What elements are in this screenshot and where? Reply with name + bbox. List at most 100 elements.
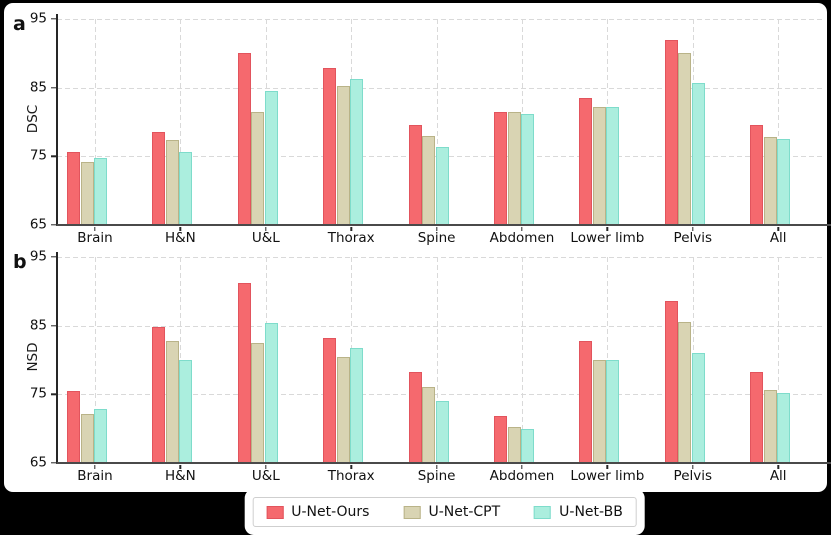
v-gridline [436, 257, 438, 463]
bar-u-net-cpt [251, 112, 265, 225]
bar-u-net-ours [494, 416, 507, 463]
bar-u-net-bb [94, 157, 107, 225]
v-gridline [778, 257, 780, 463]
x-axis-spine [56, 461, 831, 464]
x-tick-mark [350, 227, 352, 231]
figure-canvas: a DSC 65 75 85 95 Brain H&N U&L Thorax Spine Abdo… [4, 3, 831, 492]
bar-u-net-bb [264, 91, 278, 225]
bar-u-net-ours [152, 327, 166, 463]
x-tick-mark [521, 465, 523, 469]
bar-u-net-ours [237, 52, 251, 225]
bar-u-net-bb [521, 114, 534, 225]
y-tick-label: 65 [29, 454, 47, 471]
bar-u-net-ours [750, 124, 764, 225]
y-tick-label: 75 [29, 385, 47, 402]
bar-u-net-cpt [251, 342, 265, 463]
bar-u-net-bb [350, 348, 364, 463]
bar-u-net-cpt [678, 53, 692, 225]
plot-area: 65 75 85 95 Brain H&N U&L Thorax Spine Abdomen Low… [30, 12, 831, 245]
panel-label-a: a [13, 13, 26, 35]
bar-u-net-cpt [507, 426, 521, 463]
bar-u-net-bb [691, 353, 705, 463]
y-tick-mark [51, 324, 57, 327]
x-tick-label: Abdomen [489, 468, 555, 484]
x-tick-label: Pelvis [673, 230, 713, 246]
legend-item-unet-bb: U-Net-BB [534, 504, 623, 520]
x-tick-label: Abdomen [489, 230, 555, 246]
bar-u-net-ours [579, 341, 593, 463]
bar-u-net-ours [750, 371, 764, 463]
bar-u-net-ours [664, 300, 678, 463]
y-tick-mark [51, 462, 57, 464]
x-tick-label: Thorax [327, 468, 375, 484]
x-tick-label: H&N [165, 468, 196, 484]
bar-u-net-cpt [80, 161, 94, 225]
bar-u-net-ours [323, 338, 337, 463]
bar-u-net-ours [67, 390, 80, 463]
y-tick-mark [51, 224, 57, 226]
v-gridline [95, 257, 96, 463]
y-tick-label: 85 [29, 78, 47, 95]
legend-label-ours: U-Net-Ours [291, 504, 370, 520]
y-axis-spine [56, 14, 58, 226]
x-tick-mark [350, 465, 352, 469]
bar-u-net-ours [494, 111, 507, 225]
y-tick-mark [51, 256, 57, 258]
bar-u-net-bb [179, 360, 193, 463]
v-gridline [95, 19, 96, 225]
x-tick-label: Brain [77, 230, 113, 246]
y-tick-label: 65 [29, 216, 47, 233]
bar-u-net-ours [408, 124, 422, 225]
x-tick-mark [521, 227, 523, 231]
x-tick-mark [692, 227, 694, 231]
h-gridline [57, 325, 822, 327]
bar-u-net-bb [435, 401, 449, 463]
h-gridline [57, 394, 822, 396]
x-tick-mark [777, 465, 779, 469]
h-gridline [57, 87, 822, 89]
h-gridline [57, 19, 822, 20]
bar-u-net-ours [152, 131, 166, 225]
bar-u-net-cpt [165, 340, 179, 463]
legend-item-unet-cpt: U-Net-CPT [403, 504, 500, 520]
x-tick-mark [265, 227, 267, 231]
v-gridline [180, 19, 182, 225]
bar-u-net-cpt [165, 139, 179, 225]
x-tick-mark [265, 465, 267, 469]
x-tick-label: All [769, 230, 787, 246]
legend-swatch-ours [266, 505, 284, 519]
bar-u-net-cpt [336, 86, 350, 225]
bar-u-net-cpt [422, 135, 436, 225]
y-tick-mark [51, 18, 57, 20]
bar-u-net-cpt [592, 106, 606, 225]
plot-area: 65 75 85 95 Brain H&N U&L Thorax Spine Abdomen Low… [30, 250, 831, 483]
x-tick-mark [179, 465, 182, 469]
legend-item-unet-ours: U-Net-Ours [266, 504, 369, 520]
bar-u-net-cpt [507, 111, 521, 225]
bar-u-net-bb [350, 79, 364, 225]
x-tick-mark [606, 465, 609, 469]
bar-u-net-cpt [422, 387, 436, 463]
x-tick-mark [435, 465, 438, 469]
bar-u-net-cpt [592, 360, 606, 463]
x-tick-mark [692, 465, 694, 469]
bar-u-net-bb [777, 392, 791, 463]
bar-u-net-bb [94, 409, 107, 463]
x-axis-spine [56, 223, 831, 226]
bar-u-net-bb [606, 360, 620, 463]
x-tick-mark [179, 227, 182, 231]
x-tick-label: Lower limb [570, 468, 645, 484]
x-tick-mark [435, 227, 438, 231]
y-axis-spine [56, 252, 58, 464]
y-tick-label: 75 [29, 147, 47, 164]
x-tick-label: Lower limb [570, 230, 645, 246]
y-tick-mark [51, 86, 57, 89]
x-tick-mark [94, 465, 96, 469]
x-tick-label: U&L [251, 468, 280, 484]
x-tick-label: Brain [77, 468, 113, 484]
v-gridline [522, 257, 523, 463]
y-tick-label: 95 [29, 10, 47, 27]
bar-u-net-cpt [763, 137, 777, 225]
x-tick-mark [606, 227, 609, 231]
bar-u-net-cpt [678, 322, 692, 463]
